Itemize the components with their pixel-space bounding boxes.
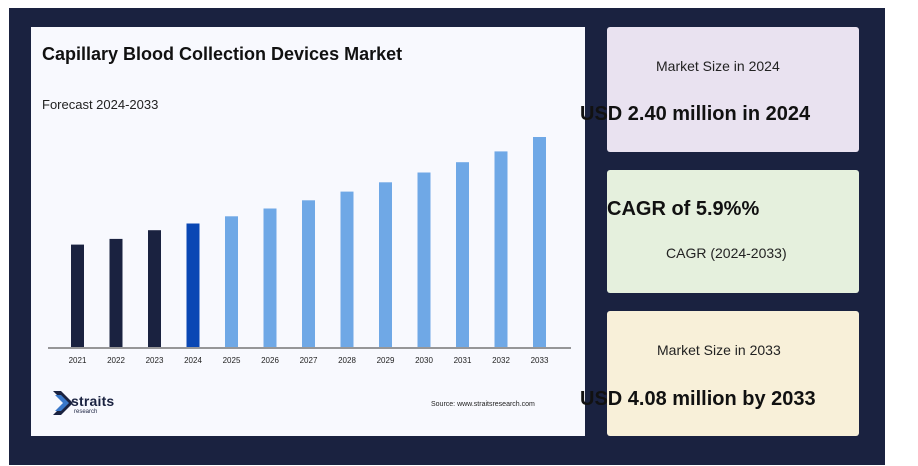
kpi-market-size-2024-value: USD 2.40 million in 2024 — [580, 103, 811, 125]
bar-2024 — [186, 223, 200, 347]
x-tick-label-2032: 2032 — [492, 356, 510, 365]
x-tick-label-2025: 2025 — [223, 356, 241, 365]
bar-2028 — [340, 191, 354, 347]
bar-2025 — [225, 216, 238, 347]
bars-group — [71, 137, 546, 347]
x-tick-label-2026: 2026 — [261, 356, 279, 365]
bar-2031 — [456, 162, 469, 347]
x-tick-label-2021: 2021 — [69, 356, 87, 365]
x-tick-label-2031: 2031 — [454, 356, 472, 365]
kpi-cagr-label: CAGR (2024-2033) — [666, 245, 787, 261]
kpi-card-cagr — [607, 170, 859, 293]
x-tick-label-2024: 2024 — [184, 356, 202, 365]
x-tick-label-2027: 2027 — [300, 356, 318, 365]
bar-2032 — [494, 151, 508, 347]
x-tick-labels: 2021 2022 2023 2024 2025 2026 2027 2028 2029 2030… — [69, 356, 549, 365]
bar-2023 — [148, 230, 161, 347]
x-tick-label-2033: 2033 — [531, 356, 549, 365]
x-tick-label-2029: 2029 — [377, 356, 395, 365]
straits-logo: straits research — [52, 390, 127, 420]
bar-2029 — [379, 182, 392, 347]
bar-2033 — [533, 137, 546, 347]
x-tick-label-2023: 2023 — [146, 356, 164, 365]
bar-2022 — [109, 238, 123, 347]
x-tick-label-2022: 2022 — [107, 356, 125, 365]
kpi-cagr-value: CAGR of 5.9%% — [607, 198, 760, 220]
source-note: Source: www.straitsresearch.com — [431, 401, 535, 408]
bar-2027 — [302, 200, 315, 347]
kpi-market-size-2024-label: Market Size in 2024 — [656, 58, 780, 74]
logo-name: straits — [71, 393, 115, 409]
chart-subtitle: Forecast 2024-2033 — [42, 97, 159, 112]
bar-2026 — [263, 208, 277, 347]
straits-logo-icon — [53, 391, 73, 415]
logo-subtext: research — [74, 409, 98, 415]
bar-2030 — [417, 172, 431, 347]
kpi-card-market-size-2024 — [607, 27, 859, 152]
kpi-card-market-size-2033 — [607, 311, 859, 436]
kpi-market-size-2033-label: Market Size in 2033 — [657, 342, 781, 358]
kpi-market-size-2033-value: USD 4.08 million by 2033 — [580, 388, 816, 410]
x-tick-label-2028: 2028 — [338, 356, 356, 365]
chart-title: Capillary Blood Collection Devices Marke… — [42, 44, 403, 64]
x-tick-label-2030: 2030 — [415, 356, 433, 365]
bar-2021 — [71, 244, 84, 347]
